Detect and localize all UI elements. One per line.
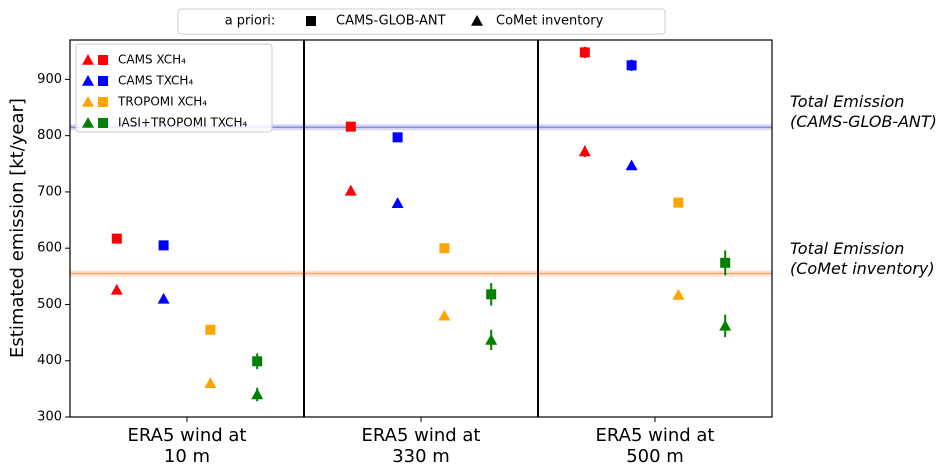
- square-marker: [252, 356, 263, 367]
- square-marker: [720, 257, 731, 268]
- legend-square: [98, 76, 108, 86]
- priors-square: [306, 16, 316, 26]
- legend-square: [98, 55, 108, 65]
- y-tick-label: 400: [37, 353, 62, 368]
- square-marker: [111, 233, 122, 244]
- priors-legend-title: a priori:: [225, 14, 276, 29]
- square-marker: [439, 243, 450, 254]
- square-marker: [345, 121, 356, 132]
- legend-triangle: [82, 96, 94, 107]
- triangle-marker: [157, 292, 170, 304]
- triangle-marker: [719, 319, 732, 331]
- legend-box: [75, 43, 273, 133]
- priors-triangle: [471, 15, 483, 26]
- reference-label: Total Emission (CAMS-GLOB-ANT): [790, 92, 937, 132]
- legend-label: IASI+TROPOMI TXCH₄: [118, 116, 248, 130]
- triangle-marker: [625, 159, 638, 171]
- triangle-marker: [485, 333, 498, 345]
- reference-label: Total Emission (CoMet inventory): [790, 238, 935, 278]
- square-marker: [626, 60, 637, 71]
- triangle-marker: [578, 145, 591, 157]
- triangle-marker: [344, 184, 357, 196]
- triangle-marker: [672, 288, 685, 300]
- priors-label: CAMS-GLOB-ANT: [336, 14, 446, 29]
- legend-label: TROPOMI XCH₄: [117, 95, 207, 109]
- triangle-marker: [391, 197, 404, 208]
- y-tick-label: 800: [37, 128, 62, 143]
- square-marker: [486, 289, 497, 300]
- y-tick-label: 600: [37, 241, 62, 256]
- x-tick-label: ERA5 wind at 330 m: [361, 425, 481, 464]
- y-tick-label: 700: [37, 184, 62, 199]
- legend-triangle: [82, 75, 94, 86]
- square-marker: [579, 47, 590, 58]
- legend-triangle: [82, 117, 94, 128]
- y-axis-label: Estimated emission [kt/year]: [7, 98, 28, 358]
- priors-legend-box: [177, 8, 666, 35]
- legend-square: [98, 97, 108, 107]
- priors-label: CoMet inventory: [496, 14, 604, 29]
- legend-label: CAMS TXCH₄: [118, 74, 193, 88]
- triangle-marker: [110, 283, 123, 295]
- y-tick-label: 900: [37, 72, 62, 87]
- square-marker: [392, 132, 403, 143]
- square-marker: [673, 197, 684, 208]
- x-tick-label: ERA5 wind at 10 m: [127, 425, 247, 464]
- legend-square: [98, 118, 108, 128]
- plot-frame: [69, 39, 773, 418]
- triangle-marker: [204, 377, 217, 389]
- square-marker: [205, 324, 216, 335]
- square-marker: [158, 240, 169, 251]
- legend-triangle: [82, 54, 94, 65]
- y-tick-label: 500: [37, 297, 62, 312]
- triangle-marker: [438, 309, 451, 321]
- legend-label: CAMS XCH₄: [118, 53, 186, 67]
- x-tick-label: ERA5 wind at 500 m: [595, 425, 715, 464]
- y-tick-label: 300: [37, 410, 62, 425]
- triangle-marker: [251, 388, 264, 400]
